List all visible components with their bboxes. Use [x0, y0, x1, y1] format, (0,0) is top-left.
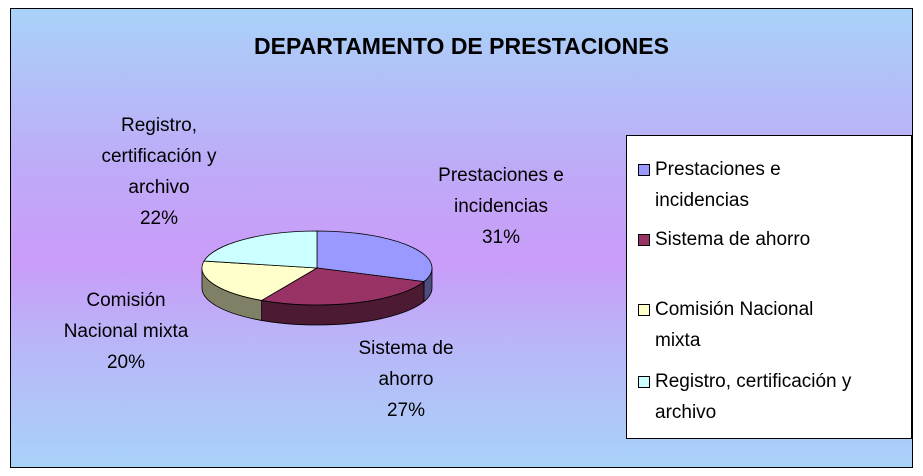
data-label: Comisión Nacional mixta 20% [56, 285, 196, 378]
chart-title: DEPARTAMENTO DE PRESTACIONES [254, 33, 669, 59]
data-label-name: Sistema de ahorro [358, 338, 454, 390]
legend-swatch [638, 376, 650, 388]
data-label-value: 22% [139, 208, 179, 229]
data-label-value: 31% [481, 227, 521, 248]
legend-entry: Comisión Nacional mixta [638, 294, 838, 356]
data-label-name: Registro, certificación y archivo [101, 115, 217, 198]
legend-label: Comisión Nacional mixta [655, 299, 814, 351]
legend-entry: Prestaciones e incidencias [638, 154, 838, 216]
legend-label: Sistema de ahorro [655, 229, 811, 250]
data-label: Prestaciones e incidencias 31% [426, 160, 576, 253]
data-label-value: 20% [106, 352, 146, 373]
legend-swatch [638, 234, 650, 246]
legend-entry: Registro, certificación y archivo [638, 366, 898, 428]
pie-slice [201, 260, 319, 301]
legend-label: Prestaciones e incidencias [655, 159, 781, 211]
data-label-name: Comisión Nacional mixta [63, 290, 189, 342]
legend-swatch [638, 304, 650, 316]
legend: Prestaciones e incidencias Sistema de aho… [626, 135, 912, 439]
legend-label: Registro, certificación y archivo [655, 371, 852, 423]
legend-entry: Sistema de ahorro [638, 224, 888, 255]
pie-slice [260, 267, 425, 306]
pie-slice [316, 230, 433, 283]
legend-swatch [638, 164, 650, 176]
chart-area: DEPARTAMENTO DE PRESTACIONES Prestacione… [10, 8, 913, 468]
pie-slice [203, 230, 318, 269]
data-label-name: Prestaciones e incidencias [438, 165, 564, 217]
pie-canvas [201, 230, 433, 326]
data-label-value: 27% [386, 400, 426, 421]
data-label: Sistema de ahorro 27% [346, 333, 466, 426]
data-label: Registro, certificación y archivo 22% [84, 110, 234, 234]
